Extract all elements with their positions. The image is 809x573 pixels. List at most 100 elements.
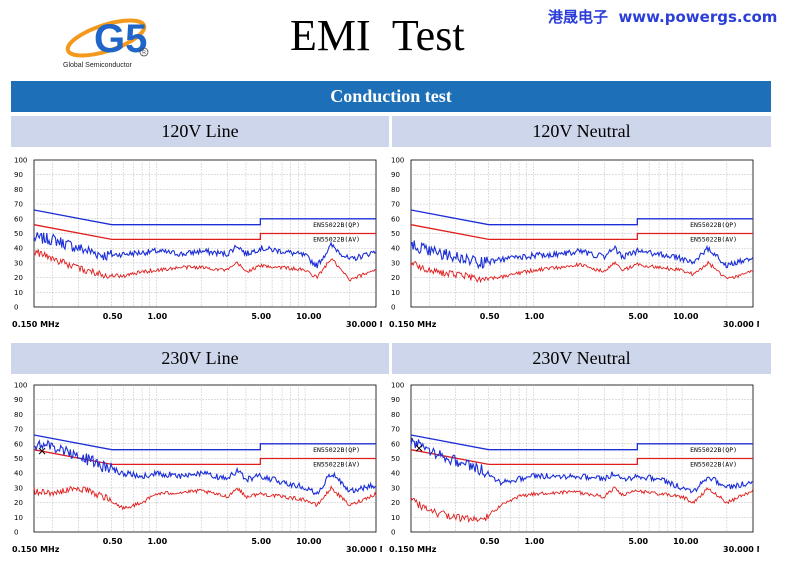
x-tick-label: 10.00 [296, 537, 322, 546]
y-tick-label: 90 [391, 396, 400, 404]
y-tick-label: 30 [391, 484, 400, 492]
legend-label: EN55022B(QP) [313, 221, 360, 229]
y-tick-label: 40 [14, 470, 23, 478]
page-title: EMI Test [290, 11, 465, 60]
y-tick-label: 60 [14, 215, 23, 223]
x-tick-label: 1.00 [147, 312, 167, 321]
y-tick-label: 20 [391, 274, 400, 282]
chart-120v-neutral: 0 10 20 30 40 50 60 70 80 90 100 0.150 MHz 0.50 1.00 5… [381, 153, 759, 333]
qp-measured-trace [33, 232, 377, 269]
x-tick-label: 10.00 [296, 312, 322, 321]
qp-limit-line [33, 434, 376, 451]
logo-subtitle: Global Semiconductor [63, 62, 132, 69]
y-tick-label: 50 [391, 455, 400, 463]
y-tick-label: 70 [391, 426, 400, 434]
x-tick-label: 0.50 [480, 312, 500, 321]
qp-limit-line [410, 209, 753, 226]
marker-x [38, 447, 46, 455]
y-tick-label: 50 [391, 230, 400, 238]
qp-measured-trace [410, 437, 753, 494]
x-tick-label: 5.00 [251, 312, 271, 321]
y-tick-label: 30 [391, 259, 400, 267]
logo-mark: G5 [94, 17, 147, 61]
x-tick-label: 5.00 [251, 537, 271, 546]
legend-label: EN55022B(QP) [313, 446, 360, 454]
x-tick-label: 1.00 [524, 537, 544, 546]
y-tick-label: 60 [391, 215, 400, 223]
y-tick-label: 10 [14, 289, 23, 297]
y-tick-label: 100 [391, 157, 404, 165]
qp-measured-trace [410, 240, 754, 270]
legend-label: EN55022B(QP) [690, 446, 737, 454]
y-tick-label: 90 [391, 171, 400, 179]
y-tick-label: 0 [391, 529, 395, 537]
legend-label: EN55022B(AV) [313, 461, 360, 469]
y-tick-label: 50 [14, 455, 23, 463]
y-tick-label: 10 [391, 514, 400, 522]
y-tick-label: 0 [391, 304, 395, 312]
y-tick-label: 90 [14, 396, 23, 404]
legend-label: EN55022B(QP) [690, 221, 737, 229]
qp-limit-line [33, 209, 376, 226]
y-tick-label: 60 [14, 440, 23, 448]
x-tick-label: 0.50 [103, 312, 123, 321]
section-banner: Conduction test [11, 81, 771, 112]
legend-label: EN55022B(AV) [690, 236, 737, 244]
chart-120v-line: 0 10 20 30 40 50 60 70 80 90 100 0.150 MHz 0.50 1.00 5… [4, 153, 382, 333]
y-tick-label: 70 [14, 201, 23, 209]
y-tick-label: 100 [14, 157, 27, 165]
x-end-label: 30.000 M [346, 320, 382, 329]
x-end-label: 30.000 MHz [723, 320, 759, 329]
y-tick-label: 10 [14, 514, 23, 522]
x-start-label: 0.150 MHz [12, 545, 60, 554]
y-tick-label: 80 [391, 411, 400, 419]
panel-label-230v-neutral: 230V Neutral [392, 343, 771, 374]
y-tick-label: 90 [14, 171, 23, 179]
y-tick-label: 0 [14, 529, 18, 537]
y-tick-label: 30 [14, 484, 23, 492]
x-tick-label: 1.00 [147, 537, 167, 546]
y-tick-label: 80 [391, 186, 400, 194]
x-end-label: 30.000 MHz [346, 545, 382, 554]
y-tick-label: 70 [14, 426, 23, 434]
svg-text:R: R [142, 50, 146, 56]
y-tick-label: 100 [14, 382, 27, 390]
y-tick-label: 40 [391, 470, 400, 478]
x-tick-label: 5.00 [628, 537, 648, 546]
av-measured-trace [410, 486, 754, 524]
legend-label: EN55022B(AV) [313, 236, 360, 244]
x-start-label: 0.150 MHz [12, 320, 60, 329]
x-tick-label: 10.00 [673, 312, 699, 321]
y-tick-label: 10 [391, 289, 400, 297]
av-measured-trace [410, 260, 754, 284]
y-tick-label: 80 [14, 186, 23, 194]
y-tick-label: 70 [391, 201, 400, 209]
panel-label-120v-neutral: 120V Neutral [392, 116, 771, 147]
x-start-label: 0.150 MHz [389, 320, 437, 329]
x-tick-label: 0.50 [480, 537, 500, 546]
qp-measured-trace [33, 439, 376, 496]
x-end-label: 30.000 MHz [723, 545, 759, 554]
brand-link[interactable]: 港晟电子 www.powergs.com [548, 8, 778, 26]
x-tick-label: 1.00 [524, 312, 544, 321]
x-tick-label: 5.00 [628, 312, 648, 321]
qp-limit-line [410, 434, 753, 451]
y-tick-label: 100 [391, 382, 404, 390]
av-limit-line [410, 224, 753, 241]
y-tick-label: 20 [391, 499, 400, 507]
panel-label-120v-line: 120V Line [11, 116, 389, 147]
y-tick-label: 40 [391, 245, 400, 253]
y-tick-label: 50 [14, 230, 23, 238]
x-start-label: 0.150 MHz [389, 545, 437, 554]
marker-x [415, 444, 423, 452]
av-limit-line [33, 224, 376, 241]
x-tick-label: 10.00 [673, 537, 699, 546]
chart-230v-neutral: 0 10 20 30 40 50 60 70 80 90 100 0.150 MHz 0.50 1.00 5… [381, 378, 759, 558]
x-tick-label: 0.50 [103, 537, 123, 546]
y-tick-label: 30 [14, 259, 23, 267]
y-tick-label: 0 [14, 304, 18, 312]
company-logo: G5 R [65, 17, 149, 61]
y-tick-label: 80 [14, 411, 23, 419]
av-measured-trace [33, 249, 377, 282]
y-tick-label: 40 [14, 245, 23, 253]
